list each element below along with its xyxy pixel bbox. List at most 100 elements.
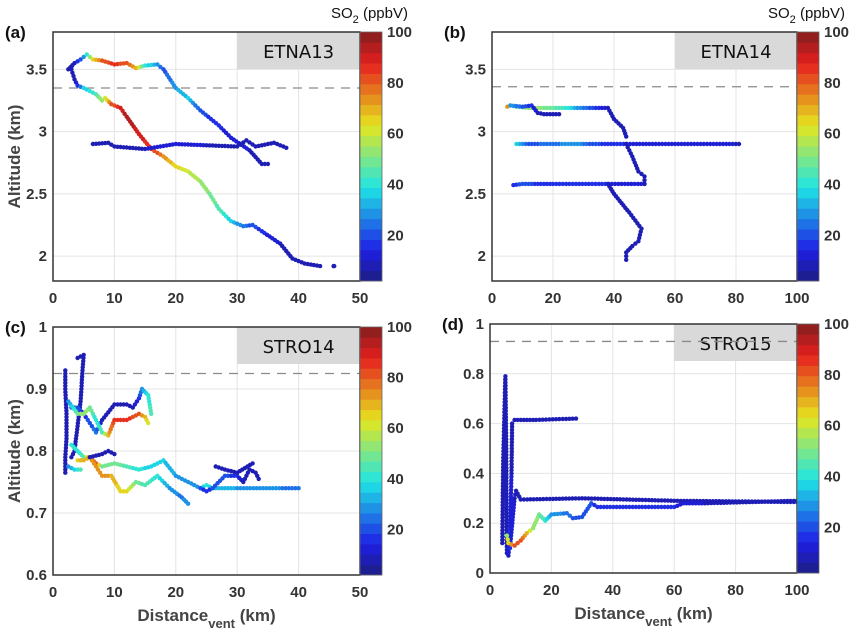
data-point (532, 141, 537, 147)
data-point (500, 474, 506, 479)
data-point (563, 141, 568, 147)
colorbar-band (360, 461, 382, 473)
data-point (663, 141, 668, 147)
colorbar-band (797, 438, 819, 449)
data-point (702, 501, 708, 506)
x-axis-label: Distancevent (km) (137, 606, 275, 631)
data-point (589, 496, 594, 501)
colorbar-band (797, 166, 819, 178)
x-tick-label: 40 (604, 582, 621, 599)
data-point (740, 500, 746, 505)
colorbar-band (360, 125, 382, 137)
data-point (596, 181, 601, 187)
colorbar-band (797, 396, 819, 408)
x-tick-label: 50 (352, 290, 369, 307)
data-point (118, 402, 123, 407)
data-point (216, 143, 221, 148)
data-point (692, 141, 697, 147)
data-point (509, 477, 514, 483)
data-point (222, 473, 228, 478)
colorbar-label: SO2 (ppbV) (768, 5, 845, 26)
data-point (668, 504, 674, 510)
data-point (533, 417, 539, 423)
data-point (503, 389, 508, 395)
data-point (662, 498, 667, 503)
y-tick-label: 3.5 (26, 61, 47, 78)
data-point (515, 417, 520, 423)
data-point (284, 145, 289, 150)
colorbar-band (797, 187, 819, 199)
data-point (527, 417, 533, 423)
colorbar-band (360, 187, 382, 199)
data-point (146, 420, 151, 426)
data-point (504, 436, 509, 442)
data-point (216, 486, 221, 491)
data-point (728, 500, 733, 505)
series-track-4 (90, 138, 289, 152)
data-point (669, 141, 674, 147)
colorbar-band (360, 83, 382, 95)
data-point (504, 521, 509, 526)
colorbar-band (797, 270, 819, 282)
colorbar-band (360, 389, 382, 400)
data-point (500, 506, 505, 511)
data-point (500, 512, 505, 517)
colorbar-band (797, 177, 819, 189)
colorbar-band (797, 500, 819, 512)
colorbar-tick-label: 100 (824, 24, 849, 41)
data-point (504, 485, 509, 490)
colorbar-band (797, 324, 819, 335)
data-point (504, 491, 509, 497)
data-point (512, 496, 517, 501)
data-point (640, 141, 646, 147)
series-track-7 (66, 464, 83, 472)
y-tick-label: 0.8 (463, 366, 484, 383)
data-point (504, 514, 509, 519)
data-point (608, 496, 613, 502)
data-point (537, 497, 543, 502)
series-track-10 (213, 461, 255, 475)
data-point (78, 467, 83, 472)
data-point (256, 226, 261, 232)
series-track-6 (605, 181, 644, 262)
data-point (112, 402, 117, 407)
data-point (64, 424, 69, 429)
data-point (616, 181, 621, 187)
y-tick-label: 2 (478, 248, 486, 265)
data-point (640, 504, 645, 510)
data-point (509, 471, 514, 476)
data-point (567, 416, 572, 421)
data-point (744, 500, 749, 505)
colorbar-band (797, 83, 819, 95)
data-point (63, 383, 68, 389)
data-point (213, 143, 218, 148)
data-point (121, 402, 126, 407)
data-point (63, 455, 68, 460)
colorbar-band (360, 554, 382, 566)
data-point (575, 105, 580, 111)
data-point (500, 477, 506, 483)
data-point (521, 497, 527, 502)
colorbar-band (797, 208, 819, 220)
data-point (500, 534, 505, 539)
data-point (727, 141, 732, 147)
data-point (231, 486, 237, 491)
y-tick-label: 2.5 (26, 186, 47, 203)
data-point (563, 105, 568, 111)
colorbar-band (360, 533, 382, 545)
data-point (636, 504, 642, 510)
data-point (540, 417, 545, 422)
panel-label: (d) (442, 315, 464, 334)
data-point (605, 141, 611, 147)
series-track-2 (69, 67, 323, 269)
data-point (634, 141, 639, 147)
data-point (63, 393, 68, 398)
colorbar-band (360, 177, 382, 189)
data-point (500, 528, 505, 533)
data-point (573, 496, 578, 501)
data-point (64, 433, 69, 438)
data-point (500, 465, 506, 470)
data-point (87, 420, 93, 426)
panel-stro14: 0 10 20 30 40 50 0.6 0.7 0.8 0.9 1 STRO14 20 40 60 80 10… (5, 318, 412, 631)
data-point (611, 504, 616, 510)
